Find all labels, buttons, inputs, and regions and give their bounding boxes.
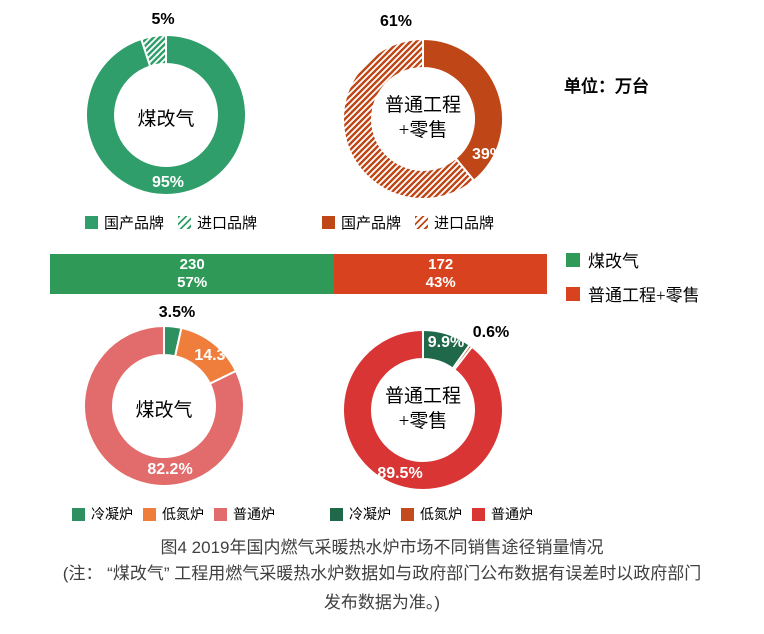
donut-chart-meigaiqi-type: 煤改气 3.5% 14.3% 82.2% [74, 304, 254, 496]
donut-center-title: 普通工程 +零售 [333, 384, 513, 434]
legend-swatch-hatched-icon [415, 216, 429, 229]
figure-note-line1: (注： “煤改气” 工程用燃气采暖热水炉数据如与政府部门公布数据有误差时以政府部… [62, 564, 702, 583]
legend-label: 进口品牌 [434, 216, 495, 232]
figure-note-line2: 发布数据为准。) [323, 593, 441, 612]
donut-slice-2 [342, 38, 475, 200]
legend-meigaiqi-brand: 国产品牌 进口品牌 [85, 212, 257, 233]
legend-swatch-solid-icon [566, 252, 580, 267]
bar-value: 230 [179, 256, 205, 273]
legend-item-didan: 低氮炉 [143, 504, 204, 524]
bar-legend-putong: 普通工程+零售 [566, 281, 700, 306]
slice-label-domestic: 95% [151, 174, 185, 191]
legend-swatch-solid-icon [85, 216, 98, 229]
donut-slice-3 [341, 329, 504, 491]
donut-chart-putong-brand: 普通工程 +零售 61% 39% [333, 13, 513, 209]
donut-center-title-line1: 普通工程 [384, 95, 461, 116]
legend-swatch-solid-icon [472, 507, 485, 521]
legend-item-lengning: 冷凝炉 [330, 504, 391, 524]
legend-label: 进口品牌 [197, 216, 258, 232]
legend-label: 低氮炉 [420, 508, 462, 523]
figure-caption: 图4 2019年国内燃气采暖热水炉市场不同销售途径销量情况 [160, 538, 604, 557]
legend-putong-type: 冷凝炉 低氮炉 普通炉 [330, 504, 533, 524]
legend-label: 煤改气 [588, 252, 639, 271]
legend-swatch-solid-icon [401, 507, 414, 521]
unit-label: 单位：万台 [564, 77, 649, 96]
legend-swatch-hatched-icon [178, 216, 192, 229]
donut-slice-1 [422, 38, 504, 182]
legend-swatch-solid-icon [330, 507, 343, 521]
donut-center-title-line1: 普通工程 [384, 386, 461, 407]
slice-label-lengning: 9.9% [427, 334, 465, 351]
slice-label-lengning: 3.5% [158, 304, 196, 321]
legend-item-import: 进口品牌 [178, 212, 257, 233]
bar-percent: 57% [177, 274, 208, 291]
slice-label-putonglu: 82.2% [147, 461, 193, 478]
donut-center-title: 煤改气 [135, 400, 193, 421]
slice-label-import: 5% [151, 11, 175, 28]
legend-swatch-solid-icon [322, 216, 335, 229]
legend-swatch-solid-icon [72, 507, 85, 521]
slice-label-didan: 0.6% [472, 324, 510, 341]
donut-svg-meigaiqi-brand [85, 34, 248, 196]
donut-chart-meigaiqi-brand: 煤改气 5% 95% [76, 11, 256, 205]
legend-label: 普通工程+零售 [588, 286, 700, 305]
donut-slice-2 [140, 34, 167, 68]
legend-swatch-solid-icon [566, 286, 580, 301]
stacked-bar-total-sales: 230 57% 172 43% [50, 254, 547, 294]
bar-segment-putong: 172 43% [334, 254, 547, 294]
donut-svg-putong-brand [342, 38, 504, 200]
bar-value: 172 [428, 256, 454, 273]
donut-slice-1 [85, 34, 248, 196]
slice-label-putonglu: 89.5% [377, 465, 423, 482]
legend-item-lengning: 冷凝炉 [72, 504, 133, 524]
legend-label: 低氮炉 [162, 508, 204, 523]
legend-item-import: 进口品牌 [415, 212, 494, 233]
donut-chart-putong-type: 普通工程 +零售 9.9% 0.6% 89.5% [333, 320, 513, 500]
bar-legend-meigaiqi: 煤改气 [566, 247, 639, 272]
legend-swatch-solid-icon [143, 507, 156, 521]
legend-label: 国产品牌 [341, 216, 402, 232]
donut-svg-meigaiqi-type [82, 325, 245, 487]
donut-svg-putong-type [341, 329, 504, 491]
slice-label-didan: 14.3% [194, 347, 240, 364]
bar-segment-meigaiqi: 230 57% [50, 254, 335, 294]
legend-putong-brand: 国产品牌 进口品牌 [322, 212, 494, 233]
legend-swatch-solid-icon [214, 507, 227, 521]
donut-center-title: 普通工程 +零售 [333, 93, 513, 143]
legend-label: 普通炉 [491, 508, 533, 523]
legend-item-domestic: 国产品牌 [322, 212, 401, 233]
legend-label: 冷凝炉 [91, 508, 133, 523]
legend-item-putonglu: 普通炉 [214, 504, 275, 524]
legend-item-didan: 低氮炉 [401, 504, 462, 524]
legend-label: 国产品牌 [104, 216, 165, 232]
slice-label-import: 61% [379, 13, 413, 30]
donut-center-title-line2: +零售 [398, 120, 448, 141]
legend-item-domestic: 国产品牌 [85, 212, 164, 233]
legend-item-putonglu: 普通炉 [472, 504, 533, 524]
legend-meigaiqi-type: 冷凝炉 低氮炉 普通炉 [72, 504, 275, 524]
donut-center-title: 煤改气 [137, 109, 195, 130]
bar-percent: 43% [425, 274, 456, 291]
donut-center-title-line2: +零售 [398, 411, 448, 432]
legend-label: 冷凝炉 [349, 508, 391, 523]
donut-slice-3 [82, 325, 245, 487]
slice-label-domestic: 39% [471, 146, 505, 163]
legend-label: 普通炉 [233, 508, 275, 523]
